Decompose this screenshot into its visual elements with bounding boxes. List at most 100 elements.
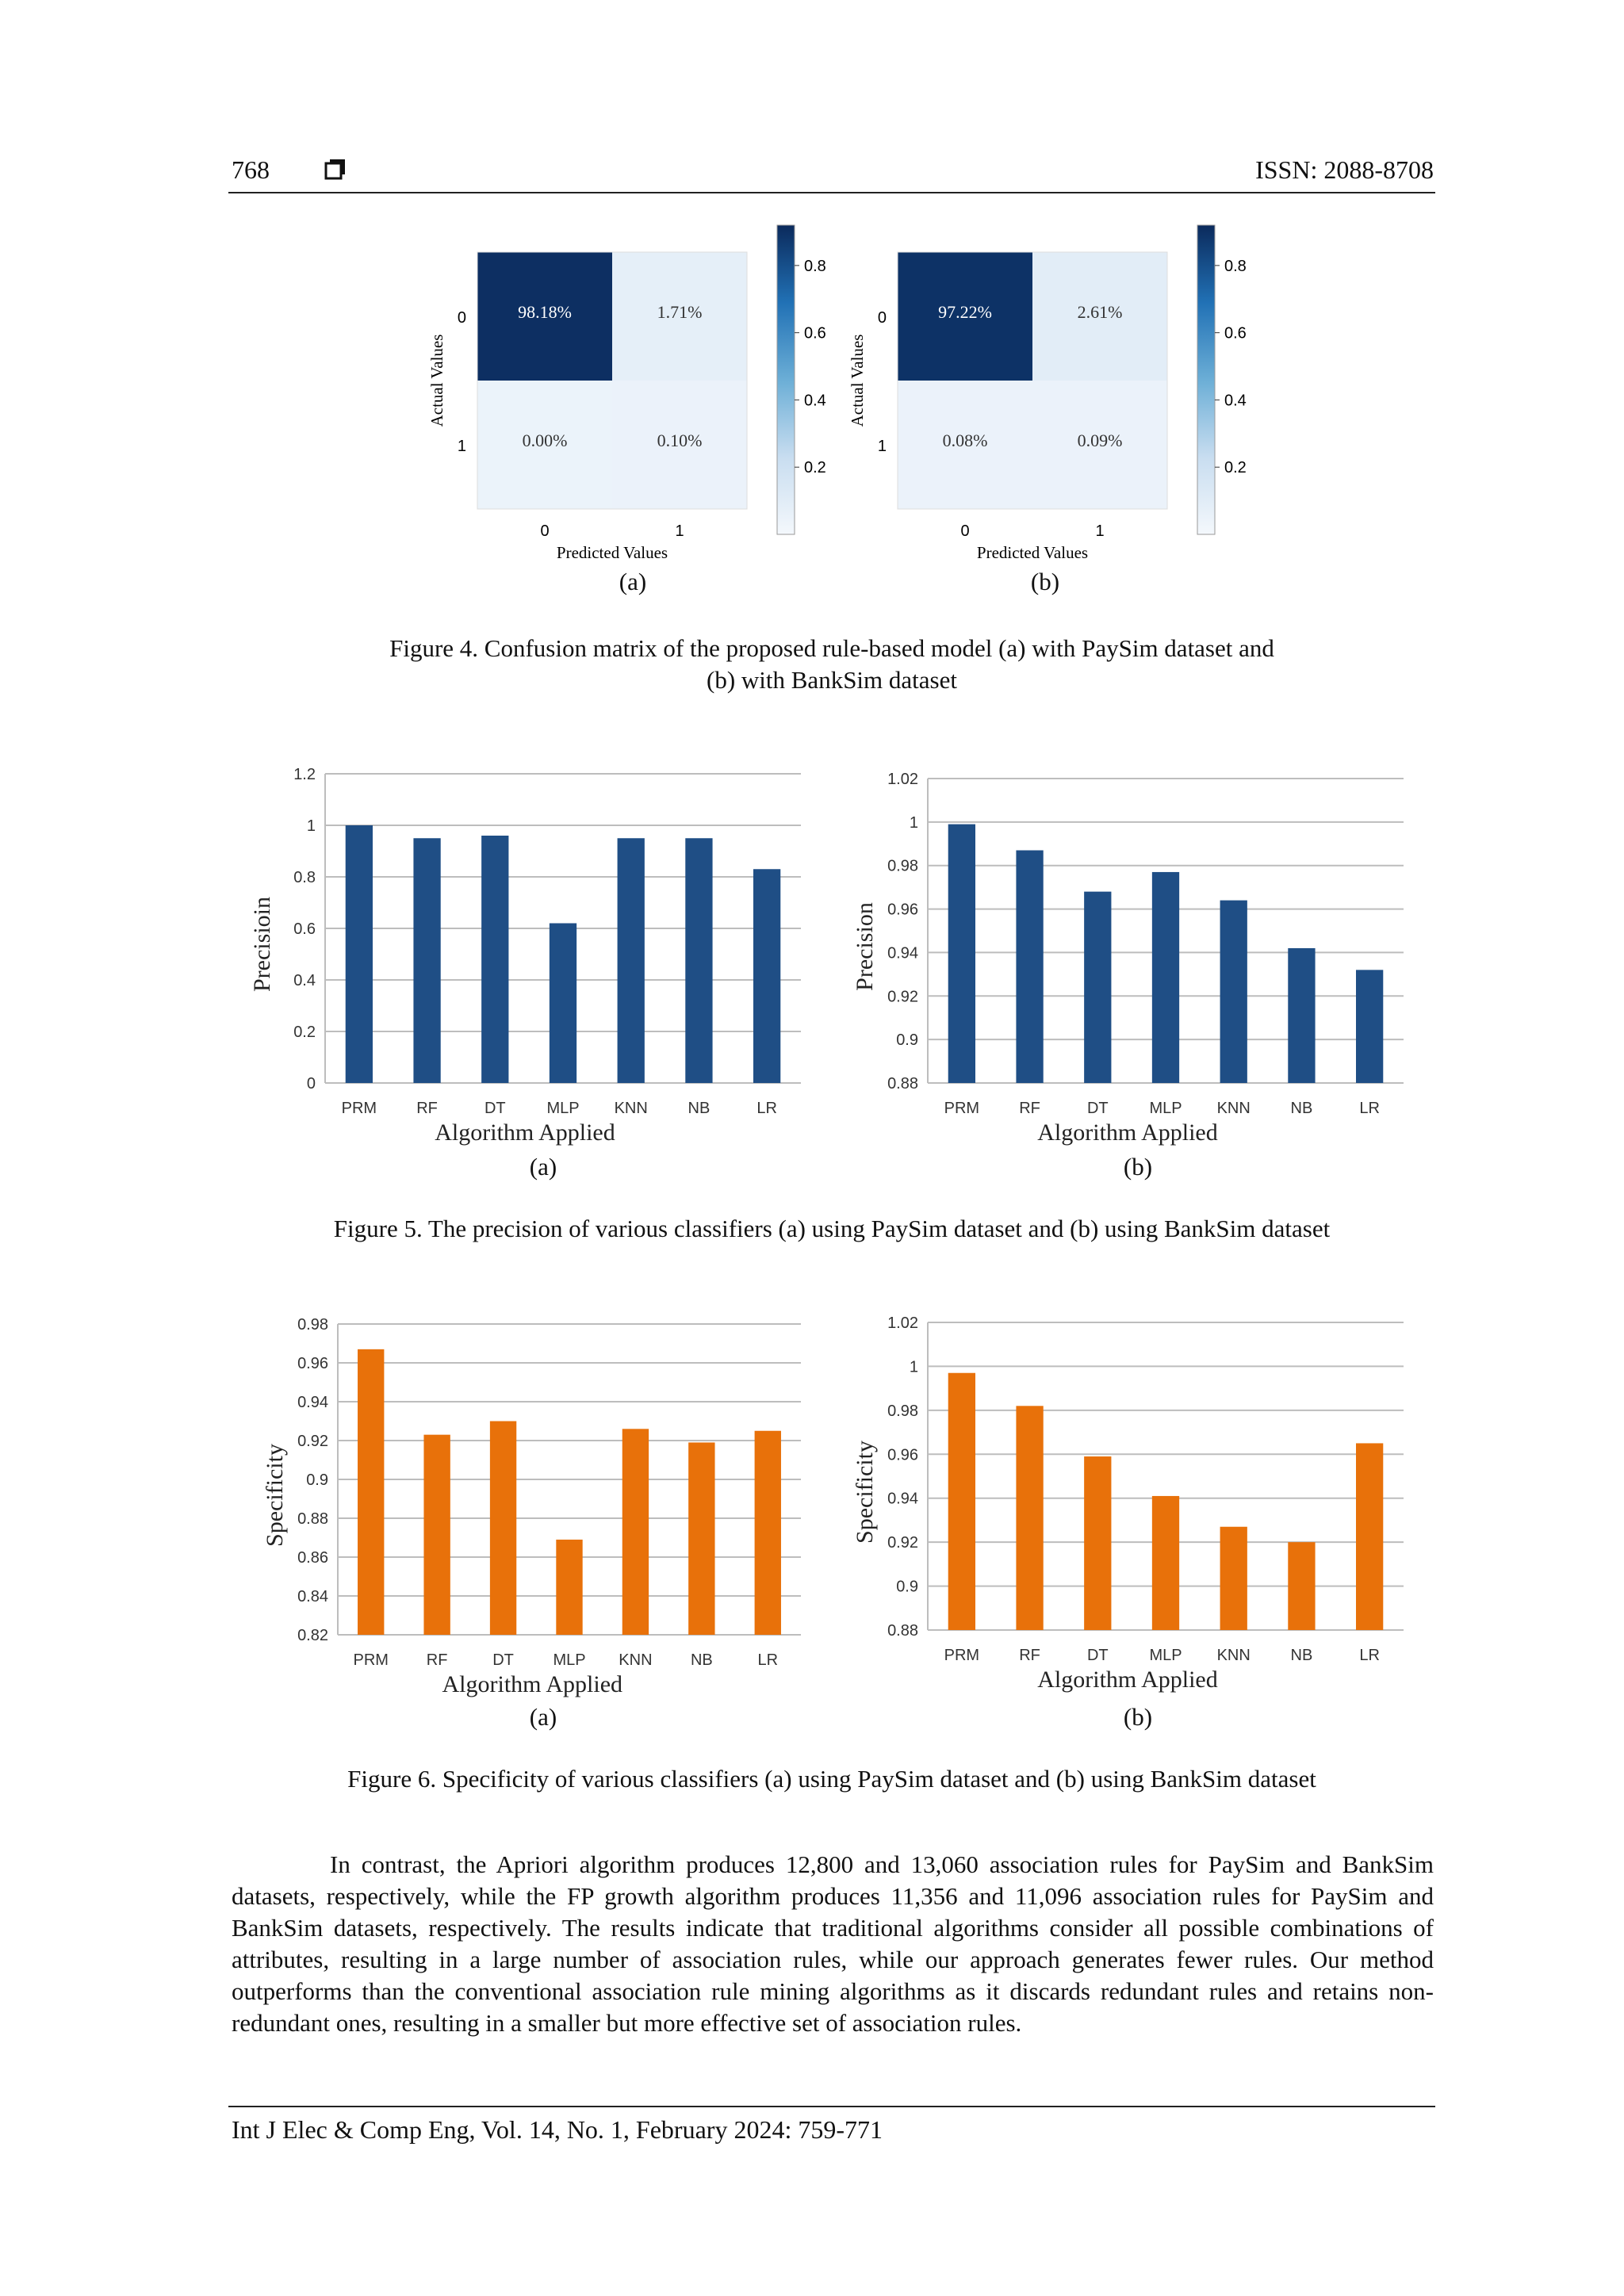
matrix-cell-value: 0.00% [523,430,568,450]
row-tick-label: 0 [458,309,466,327]
x-tick-label: KNN [1217,1647,1251,1664]
y-tick-label: 0.94 [887,944,918,962]
matrix-cell-value: 1.71% [657,302,703,322]
x-tick-label: MLP [1149,1647,1182,1664]
colorbar [1197,224,1216,535]
y-tick-label: 0.88 [887,1075,918,1093]
bar-knn [1220,900,1247,1083]
colorbar [776,224,795,535]
page-number: 768 [232,155,270,184]
bar-dt [1084,1456,1112,1630]
y-tick-label: 0.94 [887,1490,918,1508]
matrix-cell [898,381,1032,509]
y-tick-label: 0.82 [297,1627,328,1644]
x-tick-label: NB [1291,1647,1313,1664]
bar-knn [1220,1526,1247,1630]
precision-chart-b: 0.88 0.9 0.92 0.94 0.96 0.98 1 1.02 PRM RF DT MLP KN… [852,771,1404,1146]
y-tick-label: 0.2 [293,1024,316,1041]
row-tick-label: 1 [458,438,466,455]
bar-rf [1016,1406,1044,1630]
y-tick-label: 0.92 [887,1534,918,1552]
y-tick-label: 1 [910,1358,918,1376]
y-axis-label: Specificity [852,1441,878,1544]
figure-4a-label: (a) [619,568,647,595]
colorbar-tick-label: 0.2 [1224,459,1247,476]
bar-knn [622,1429,649,1635]
matrix-cell [477,252,612,381]
x-tick-label: PRM [342,1100,377,1117]
x-tick-label: MLP [1149,1100,1182,1117]
confusion-matrix-b: 97.22% 2.61% 0.08% 0.09% 0 1 0 1 Actual Values Pr… [848,224,1247,562]
col-tick-label: 1 [1095,522,1104,540]
y-tick-label: 0.92 [297,1433,328,1450]
bar-knn [617,838,645,1083]
precision-chart-a: 0 0.2 0.4 0.6 0.8 1 1.2 PRM RF DT MLP KNN NB LR Algori… [249,766,801,1146]
x-tick-label: RF [427,1651,448,1669]
x-tick-label: DT [492,1651,514,1669]
x-tick-label: MLP [553,1651,585,1669]
bar-mlp [556,1539,583,1635]
matrix-cell [1032,252,1167,381]
square-bullet-icon [324,159,345,180]
bar-prm [358,1349,385,1635]
x-tick-label: MLP [546,1100,579,1117]
y-tick-label: 0.98 [887,1402,918,1420]
y-tick-label: 1.02 [887,771,918,788]
y-tick-label: 0.98 [297,1316,328,1334]
x-tick-label: NB [691,1651,713,1669]
y-tick-label: 1 [910,814,918,832]
matrix-cell-value: 97.22% [938,302,992,322]
x-axis-label: Algorithm Applied [442,1671,623,1697]
matrix-xlabel: Predicted Values [557,543,668,562]
matrix-cell [898,252,1032,381]
x-tick-label: RF [416,1100,438,1117]
colorbar-tick-label: 0.4 [804,392,826,409]
colorbar-tick-label: 0.8 [1224,258,1247,275]
figure-6-caption: Figure 6. Specificity of various classif… [347,1765,1316,1793]
bar-prm [948,1372,975,1630]
x-tick-label: NB [1291,1100,1313,1117]
body-paragraph: In contrast, the Apriori algorithm produ… [232,1850,1434,2037]
col-tick-label: 0 [960,522,969,540]
y-tick-label: 0.96 [887,1446,918,1464]
col-tick-label: 1 [675,522,684,540]
figure-5a-label: (a) [529,1153,557,1181]
colorbar-tick-label: 0.4 [1224,392,1247,409]
x-axis-label: Algorithm Applied [435,1119,615,1146]
x-tick-label: DT [1087,1647,1109,1664]
bar-nb [1288,947,1316,1083]
y-tick-label: 1.02 [887,1314,918,1332]
x-tick-label: RF [1019,1647,1040,1664]
bar-mlp [1151,871,1180,1083]
y-tick-label: 1.2 [293,766,316,783]
bar-lr [1356,970,1384,1083]
y-tick-label: 0.84 [297,1588,328,1605]
colorbar-tick-label: 0.6 [804,325,826,342]
matrix-cell [1032,381,1167,509]
matrix-cell-value: 98.18% [518,302,572,322]
y-axis-label: Precisioin [249,897,275,992]
bar-rf [423,1434,450,1635]
bar-nb [685,838,713,1083]
y-tick-label: 0.9 [896,1578,918,1596]
bar-lr [1356,1443,1384,1630]
x-tick-label: PRM [944,1647,979,1664]
colorbar-tick-label: 0.2 [804,459,826,476]
matrix-cell-value: 0.10% [657,430,703,450]
bar-nb [688,1442,715,1635]
bar-mlp [549,923,577,1083]
matrix-cell-value: 0.09% [1078,430,1123,450]
x-tick-label: RF [1019,1100,1040,1117]
x-tick-label: LR [757,1651,778,1669]
y-tick-label: 0 [307,1075,316,1093]
y-tick-label: 0.88 [887,1622,918,1640]
x-tick-label: KNN [615,1100,648,1117]
bar-lr [754,1430,781,1635]
y-tick-label: 1 [307,817,316,835]
y-tick-label: 0.94 [297,1394,328,1411]
y-tick-label: 0.98 [887,858,918,875]
confusion-matrix-a: 98.18% 1.71% 0.00% 0.10% 0 1 0 1 Actual Values Pr… [427,224,826,562]
matrix-ylabel: Actual Values [427,335,446,427]
matrix-cell [612,252,747,381]
matrix-ylabel: Actual Values [848,335,867,427]
